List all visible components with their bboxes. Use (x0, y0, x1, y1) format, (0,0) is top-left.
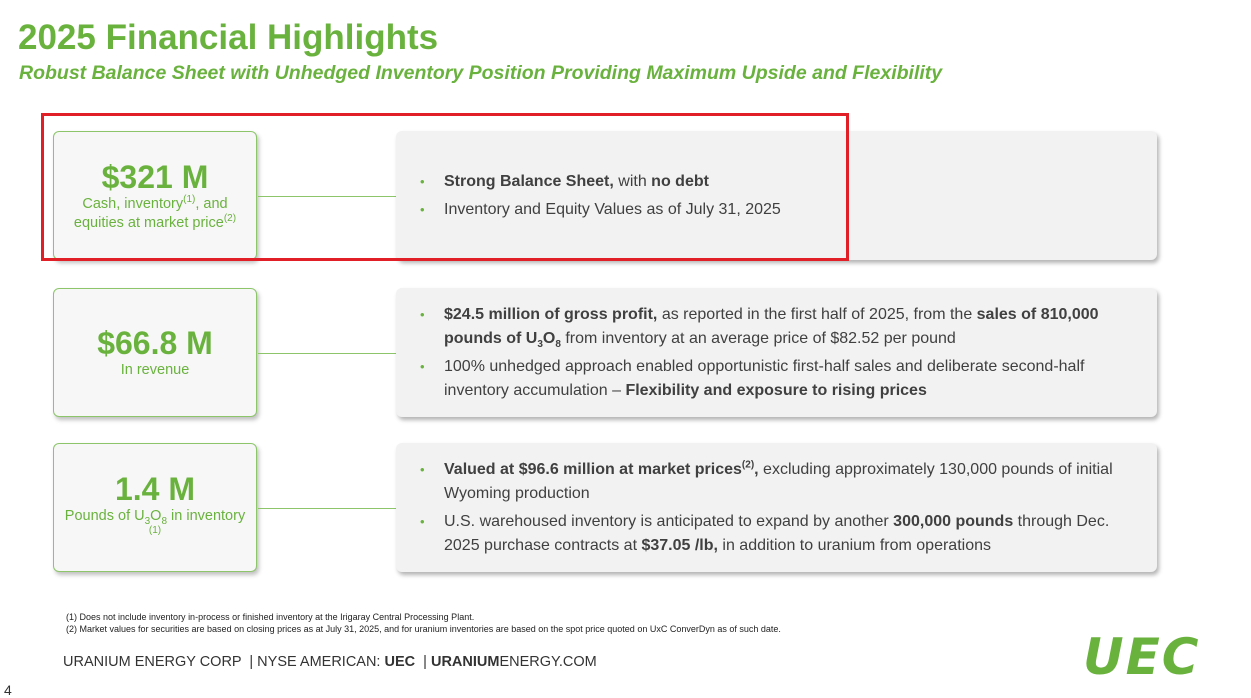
text-run: as reported in the first half of 2025, f… (657, 305, 977, 323)
text-run: U.S. warehoused inventory is anticipated… (444, 512, 894, 530)
highlight-frame (41, 113, 849, 261)
text-run: , (754, 460, 759, 478)
title: 2025 Financial Highlights (18, 18, 439, 57)
text-run: 300,000 pounds (893, 512, 1014, 530)
metric-caption: In revenue (63, 361, 248, 380)
text-run: ENERGY.COM (499, 654, 597, 670)
metric-card: $66.8 M In revenue (53, 288, 257, 417)
text-run: (2) (741, 459, 755, 471)
text-run: (1) (148, 524, 162, 536)
text-run: from inventory at an average price of $8… (560, 329, 956, 347)
bullet: U.S. warehoused inventory is anticipated… (406, 510, 1147, 558)
detail-card: $24.5 million of gross profit, as report… (396, 288, 1157, 417)
subtitle: Robust Balance Sheet with Unhedged Inven… (19, 62, 943, 84)
metric-value: $321 M (101, 158, 209, 195)
bullet: Strong Balance Sheet, with no debt (406, 170, 1147, 194)
text-run: Strong Balance Sheet, (444, 172, 614, 190)
text-run: 3 (144, 515, 151, 527)
text-run: sales of 810,000 pounds of U (444, 305, 1099, 347)
connector (258, 196, 396, 197)
bullet: $24.5 million of gross profit, as report… (406, 303, 1147, 351)
page-number: 4 (4, 682, 12, 698)
footnote: (2) Market values for securities are bas… (66, 624, 781, 634)
metric-card: 1.4 M Pounds of U3O8 in inventory (1) (53, 443, 257, 572)
text-run: Pounds of U (64, 507, 145, 524)
metric-value: 1.4 M (114, 470, 196, 507)
text-run: no debt (651, 172, 709, 190)
detail-card: Valued at $96.6 million at market prices… (396, 443, 1157, 572)
text-run: (2) (223, 212, 237, 224)
text-run: UEC (384, 654, 416, 670)
text-run: In revenue (120, 362, 190, 378)
bullet: Valued at $96.6 million at market prices… (406, 458, 1147, 506)
text-run: $37.05 /lb, (641, 536, 718, 554)
detail-card: Strong Balance Sheet, with no debt Invent… (396, 131, 1157, 260)
metric-card: $321 M Cash, inventory(1), and equities a… (53, 131, 257, 260)
connector (258, 508, 396, 509)
text-run: URANIUM (430, 654, 500, 670)
text-run: Flexibility and exposure to rising price… (625, 381, 927, 399)
logo: UEC (1083, 628, 1201, 686)
text-run: O (150, 507, 162, 524)
text-run: Valued at $96.6 million at market prices (444, 460, 742, 478)
text-run: 100% unhedged approach enabled opportuni… (444, 357, 1085, 399)
bullet: Inventory and Equity Values as of July 3… (406, 198, 1147, 222)
connector (258, 353, 396, 354)
text-run: Cash, inventory (82, 195, 184, 212)
text-run: through Dec. 2025 purchase contracts at (444, 512, 1110, 554)
text-run: URANIUM ENERGY CORP | NYSE AMERICAN: (63, 654, 385, 670)
text-run: in inventory (167, 507, 246, 524)
text-run: 8 (555, 338, 561, 350)
text-run: $24.5 million of gross profit, (444, 305, 658, 323)
text-run: O (542, 329, 556, 347)
metric-caption: Cash, inventory(1), and equities at mark… (63, 193, 248, 233)
metric-caption: Pounds of U3O8 in inventory (1) (63, 507, 248, 545)
text-run: 3 (537, 338, 543, 350)
metric-value: $66.8 M (97, 325, 213, 361)
footer: URANIUM ENERGY CORP | NYSE AMERICAN: UEC… (63, 654, 597, 670)
text-run: | (415, 654, 431, 670)
text-run: excluding approximately 130,000 pounds o… (444, 460, 1113, 502)
text-run: (1) (183, 193, 196, 205)
text-run: 8 (161, 515, 168, 527)
bullet: 100% unhedged approach enabled opportuni… (406, 355, 1147, 403)
footnote: (1) Does not include inventory in-proces… (66, 612, 475, 622)
text-run: , and equities at market price (73, 195, 228, 231)
text-run: with (613, 172, 652, 190)
text-run: in addition to uranium from operations (717, 536, 991, 554)
text-run: Inventory and Equity Values as of July 3… (444, 200, 781, 218)
